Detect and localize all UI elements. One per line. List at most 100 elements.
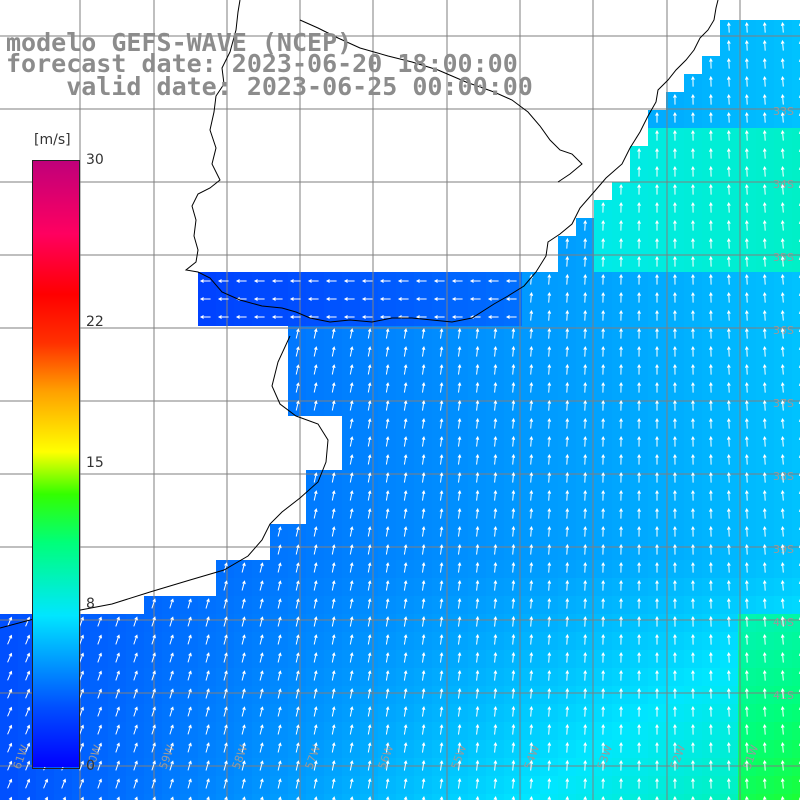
wind-arrow <box>565 507 570 519</box>
colorbar-tick-label: 8 <box>86 596 95 613</box>
wind-arrow <box>457 327 462 339</box>
wind-arrow <box>79 670 84 681</box>
wind-arrow <box>691 615 695 627</box>
wind-arrow <box>331 688 336 699</box>
wind-arrow <box>505 297 517 301</box>
wind-arrow <box>744 219 749 231</box>
wind-arrow <box>673 129 677 141</box>
wind-arrow <box>349 598 354 609</box>
wind-arrow <box>313 472 318 483</box>
wind-arrow <box>457 381 462 393</box>
wind-arrow <box>421 544 426 555</box>
wind-cell <box>252 794 270 800</box>
wind-arrow <box>529 615 534 627</box>
wind-arrow <box>655 669 659 681</box>
wind-arrow <box>601 723 606 735</box>
wind-arrow <box>367 364 372 375</box>
wind-cell <box>792 164 800 182</box>
wind-arrow <box>780 129 785 141</box>
wind-arrow <box>655 561 659 573</box>
wind-arrow <box>385 670 390 681</box>
wind-arrow <box>744 705 749 717</box>
wind-arrow <box>637 417 641 429</box>
wind-arrow <box>259 778 264 789</box>
wind-arrow <box>97 670 102 681</box>
wind-arrow <box>289 297 301 301</box>
wind-arrow <box>367 490 372 501</box>
wind-arrow <box>505 279 517 283</box>
wind-arrow <box>25 778 31 789</box>
wind-arrow <box>385 598 390 609</box>
wind-arrow <box>780 57 785 69</box>
wind-arrow <box>187 706 192 717</box>
wind-arrow <box>295 616 300 627</box>
wind-arrow <box>313 706 318 717</box>
wind-cell <box>18 794 36 800</box>
wind-arrow <box>403 382 408 393</box>
wind-arrow <box>7 706 13 717</box>
wind-arrow <box>421 364 426 375</box>
wind-arrow <box>744 561 749 573</box>
wind-arrow <box>762 615 767 627</box>
wind-arrow <box>361 297 373 301</box>
wind-arrow <box>726 597 731 609</box>
wind-arrow <box>565 255 570 267</box>
wind-arrow <box>529 489 534 501</box>
wind-arrow <box>25 706 31 717</box>
wind-arrow <box>673 543 677 555</box>
wind-arrow <box>583 543 588 555</box>
wind-arrow <box>762 561 767 573</box>
wind-arrow <box>403 670 408 681</box>
wind-arrow <box>709 507 713 519</box>
wind-arrow <box>780 75 785 87</box>
wind-arrow <box>475 417 480 429</box>
wind-arrow <box>277 634 282 645</box>
wind-arrow <box>205 724 210 735</box>
wind-arrow <box>565 651 570 663</box>
wind-arrow <box>762 327 767 339</box>
wind-arrow <box>331 742 336 753</box>
wind-arrow <box>457 453 462 465</box>
wind-arrow <box>331 778 336 789</box>
wind-arrow <box>762 381 767 393</box>
wind-arrow <box>313 490 318 501</box>
wind-cell <box>792 614 800 632</box>
wind-arrow <box>511 417 516 429</box>
wind-arrow <box>780 597 785 609</box>
wind-arrow <box>529 795 534 800</box>
wind-arrow <box>744 597 749 609</box>
wind-arrow <box>709 777 713 789</box>
wind-arrow <box>744 93 749 105</box>
wind-arrow <box>744 489 749 501</box>
wind-arrow <box>529 453 534 465</box>
wind-arrow <box>637 309 641 321</box>
wind-cell <box>792 542 800 560</box>
wind-cell <box>792 20 800 38</box>
wind-arrow <box>709 435 713 447</box>
wind-arrow <box>79 616 84 627</box>
wind-arrow <box>511 795 516 800</box>
wind-arrow <box>780 741 785 753</box>
wind-arrow <box>169 742 174 753</box>
wind-arrow <box>493 471 498 483</box>
wind-arrow <box>313 346 318 357</box>
wind-cell <box>72 794 90 800</box>
wind-arrow <box>403 346 408 357</box>
wind-arrow <box>691 237 695 249</box>
wind-arrow <box>511 345 516 357</box>
wind-arrow <box>762 273 767 285</box>
wind-cell <box>792 380 800 398</box>
wind-arrow <box>403 526 408 537</box>
wind-arrow <box>469 279 481 283</box>
wind-cell <box>360 794 378 800</box>
wind-arrow <box>655 273 659 285</box>
wind-arrow <box>253 279 265 283</box>
wind-arrow <box>619 219 623 231</box>
wind-arrow <box>529 705 534 717</box>
wind-arrow <box>619 417 623 429</box>
wind-arrow <box>565 453 570 465</box>
wind-arrow <box>529 669 534 681</box>
wind-arrow <box>744 579 749 591</box>
wind-arrow <box>565 579 570 591</box>
wind-arrow <box>511 759 516 771</box>
